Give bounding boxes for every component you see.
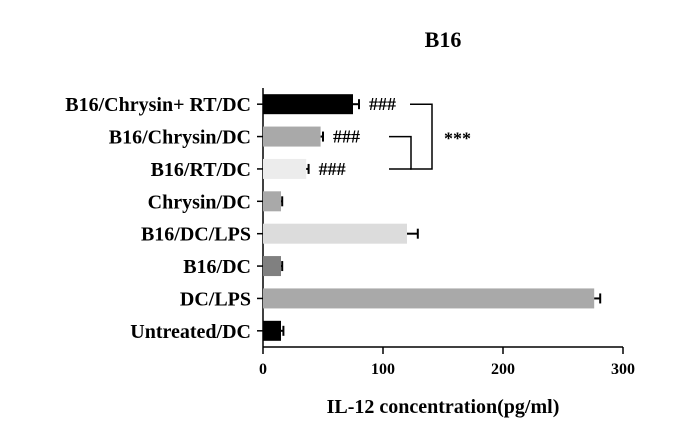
bar <box>263 223 407 244</box>
bar <box>263 320 281 341</box>
category-label: Untreated/DC <box>130 321 251 343</box>
plot-area: 0 100 200 300 B16/Chrysin+ RT/DC B16/Chrysin/… <box>65 88 635 378</box>
significance-annotation: ### <box>319 159 346 179</box>
bar <box>263 288 595 309</box>
significance-annotation: ### <box>369 94 396 114</box>
bar <box>263 158 307 179</box>
bracket-label: *** <box>444 129 471 149</box>
bar <box>263 126 321 147</box>
x-tick-label: 300 <box>611 361 635 378</box>
category-label: DC/LPS <box>180 288 251 310</box>
category-label: Chrysin/DC <box>148 191 251 213</box>
bar <box>263 256 281 277</box>
x-axis-label: IL-12 concentration(pg/ml) <box>327 396 560 418</box>
bar <box>263 94 353 115</box>
significance-bracket <box>410 103 433 170</box>
x-tick-label: 100 <box>371 361 395 378</box>
chart-title: B16 <box>425 27 462 52</box>
category-label: B16/RT/DC <box>151 159 251 181</box>
bar <box>263 191 281 212</box>
significance-bracket <box>389 135 412 170</box>
x-tick-label: 200 <box>491 361 515 378</box>
category-label: B16/DC/LPS <box>141 224 251 246</box>
category-label: B16/Chrysin/DC <box>109 127 251 149</box>
significance-annotation: ### <box>333 127 360 147</box>
category-label: B16/Chrysin+ RT/DC <box>65 94 251 116</box>
category-label: B16/DC <box>183 256 251 278</box>
x-tick-label: 0 <box>259 361 267 378</box>
